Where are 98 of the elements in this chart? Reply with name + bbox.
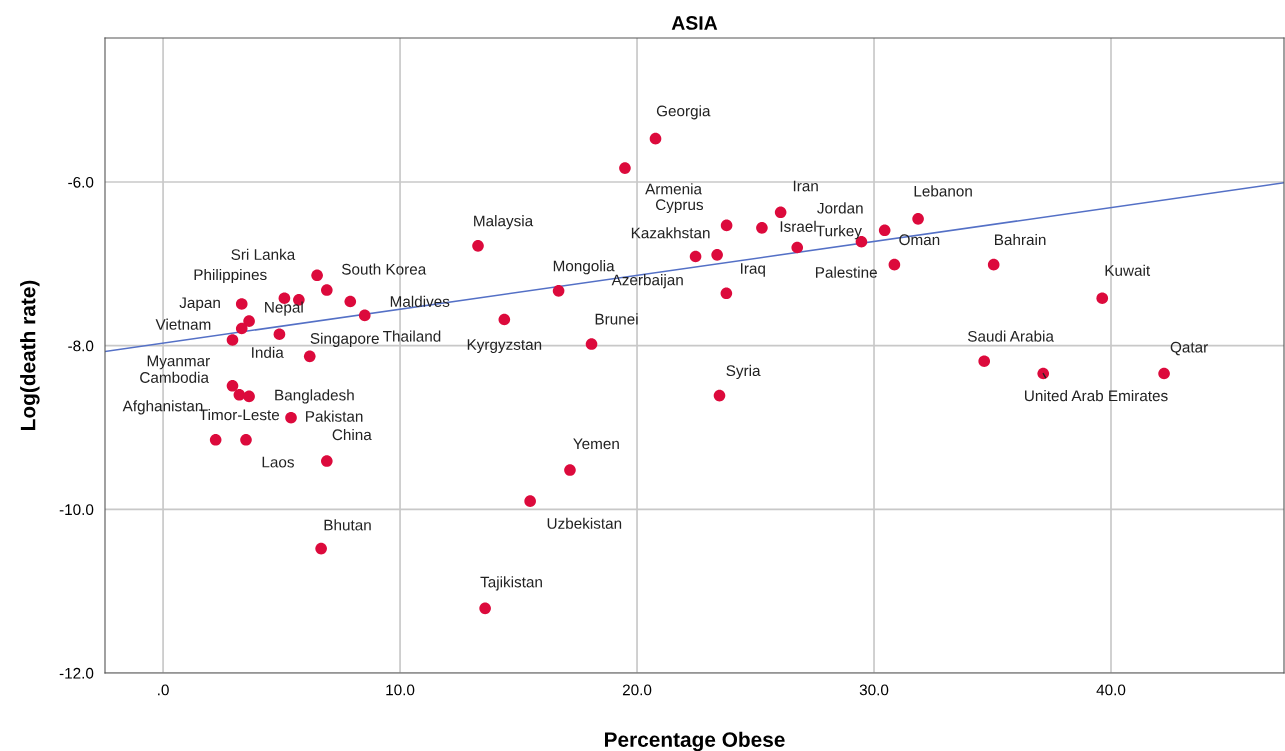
- annotation: Jordan: [817, 202, 863, 214]
- x-axis-title: Percentage Obese: [605, 731, 785, 751]
- annotation: Oman: [899, 234, 940, 246]
- annotation: Yemen: [573, 438, 619, 450]
- annotation: Philippines: [194, 268, 267, 284]
- annotation: Singapore: [310, 332, 379, 347]
- y-axis-title: Log(death rate): [20, 280, 40, 430]
- point: [358, 309, 371, 322]
- annotation: Palestine: [816, 266, 877, 278]
- point: [479, 602, 491, 615]
- annotation: Vietnam: [155, 318, 211, 330]
- y-tick-label: -8.0: [68, 340, 94, 352]
- annotation: Lebanon: [914, 185, 972, 197]
- point: [720, 287, 733, 300]
- point: [1096, 292, 1109, 305]
- point: [912, 213, 924, 225]
- annotation: Japan: [179, 297, 220, 312]
- annotation: Azerbaijan: [611, 274, 683, 289]
- point: [689, 250, 702, 263]
- point: [209, 433, 222, 446]
- annotation: Thailand: [383, 330, 441, 342]
- annotation: Kuwait: [1105, 264, 1151, 276]
- y-tick-label: -6.0: [68, 176, 94, 188]
- annotation: Saudi Arabia: [967, 330, 1054, 342]
- point: [311, 269, 323, 282]
- y-tick-label: -10.0: [59, 504, 94, 516]
- point: [552, 285, 565, 297]
- x-tick-label: 30.0: [859, 684, 889, 696]
- annotation: Turkey: [816, 225, 862, 240]
- point: [585, 338, 598, 350]
- x-tick-label: 40.0: [1096, 684, 1126, 696]
- annotation: Israel: [780, 220, 816, 232]
- annotation: Cambodia: [140, 371, 209, 383]
- point: [235, 298, 248, 310]
- annotation: Bangladesh: [275, 389, 354, 404]
- x-tick-label: 20.0: [622, 684, 652, 696]
- annotation: Nepal: [265, 301, 303, 316]
- annotation: Bahrain: [995, 233, 1046, 246]
- y-tick-label: -12.0: [59, 667, 94, 679]
- x-tick-label: .0: [158, 684, 169, 696]
- x-tick-label: 10.0: [386, 684, 415, 696]
- annotation: Maldives: [390, 295, 450, 307]
- annotation: South Korea: [341, 263, 427, 275]
- annotation: Brunei: [595, 313, 638, 325]
- annotation: Myanmar: [147, 355, 210, 370]
- point: [711, 249, 723, 261]
- point: [791, 241, 804, 254]
- point: [720, 219, 733, 232]
- point: [619, 162, 631, 174]
- annotation: Cyprus: [655, 199, 704, 214]
- point: [240, 433, 252, 446]
- annotation: Iran: [793, 180, 818, 192]
- annotation: Mongolia: [553, 260, 615, 275]
- point: [321, 455, 333, 467]
- annotation: Armenia: [645, 183, 702, 195]
- annotation: Laos: [262, 456, 294, 468]
- point: [321, 284, 333, 296]
- point: [1158, 367, 1170, 380]
- point: [564, 464, 576, 476]
- point: [878, 224, 891, 237]
- annotation: Kyrgyzstan: [467, 339, 542, 353]
- point: [243, 315, 255, 327]
- point: [987, 258, 1000, 271]
- annotation: Malaysia: [474, 215, 534, 230]
- point: [524, 495, 536, 507]
- annotation: United Arab Emirates: [1025, 389, 1168, 402]
- point: [713, 389, 726, 402]
- point: [888, 258, 901, 271]
- point: [1037, 367, 1050, 380]
- annotation: Qatar: [1170, 341, 1208, 356]
- annotation: Kazakhstan: [631, 227, 710, 239]
- annotation: China: [332, 428, 372, 441]
- annotation: Uzbekistan: [547, 517, 622, 529]
- annotation: Pakistan: [306, 410, 363, 422]
- point: [285, 411, 297, 424]
- point: [649, 132, 662, 145]
- point: [344, 295, 357, 308]
- annotation: India: [252, 346, 284, 358]
- point: [273, 328, 286, 341]
- annotation: Tajikistan: [480, 576, 542, 591]
- chart-title: ASIA: [671, 16, 718, 30]
- point: [226, 379, 239, 392]
- annotation: Sri Lanka: [231, 248, 296, 260]
- point: [756, 222, 768, 234]
- point: [978, 355, 991, 368]
- annotation: Syria: [726, 364, 761, 380]
- point: [303, 350, 316, 363]
- point: [774, 206, 787, 219]
- point: [226, 334, 239, 346]
- point: [235, 322, 248, 335]
- annotation: Iraq: [741, 263, 765, 277]
- point: [243, 390, 255, 403]
- point: [498, 313, 511, 326]
- annotation: Georgia: [656, 105, 711, 120]
- point: [233, 388, 246, 401]
- annotation: Bhutan: [324, 519, 371, 531]
- point: [472, 240, 484, 252]
- point: [315, 542, 327, 555]
